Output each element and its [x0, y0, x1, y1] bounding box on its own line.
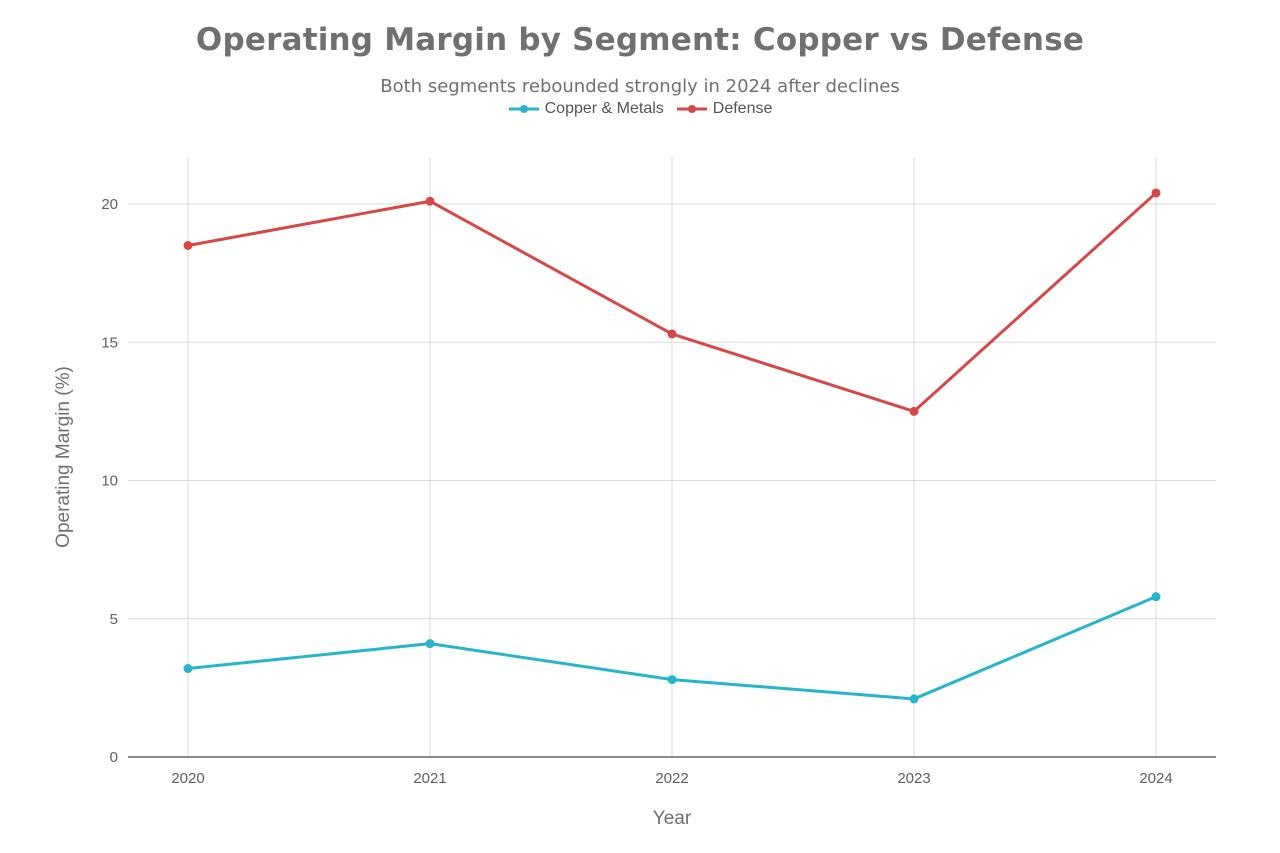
legend-swatch-copper-icon [508, 105, 539, 113]
y-tick-label: 20 [101, 196, 118, 213]
data-point-copper[interactable] [1151, 592, 1161, 602]
data-point-defense[interactable] [667, 329, 677, 339]
data-point-defense[interactable] [183, 240, 193, 250]
legend: Copper & Metals Defense [0, 100, 1280, 118]
data-point-defense[interactable] [909, 406, 919, 416]
legend-swatch-defense-icon [676, 105, 707, 113]
legend-label-defense: Defense [712, 100, 773, 117]
y-axis-title: Operating Margin (%) [53, 366, 74, 548]
data-point-defense[interactable] [425, 196, 435, 206]
grid [128, 157, 1216, 757]
y-tick-label: 15 [101, 334, 118, 351]
labels: 2020 2021 2022 2023 2024 0 5 10 15 20 Year Operatin… [53, 196, 1173, 829]
x-tick-label: 2021 [413, 770, 446, 787]
x-tick-label: 2020 [171, 770, 204, 787]
x-tick-label: 2023 [897, 770, 930, 787]
x-tick-label: 2024 [1139, 770, 1172, 787]
data-point-defense[interactable] [1151, 188, 1161, 198]
data-point-copper[interactable] [425, 639, 435, 649]
chart-subtitle: Both segments rebounded strongly in 2024… [380, 76, 900, 97]
legend-item-copper[interactable]: Copper & Metals [508, 100, 664, 118]
legend-label-copper: Copper & Metals [544, 100, 664, 117]
x-tick-label: 2022 [655, 770, 688, 787]
series [183, 188, 1161, 704]
data-point-copper[interactable] [909, 694, 919, 704]
y-tick-label: 0 [110, 749, 118, 766]
data-point-copper[interactable] [667, 675, 677, 685]
data-point-copper[interactable] [183, 664, 193, 674]
y-tick-label: 5 [110, 611, 118, 628]
legend-item-defense[interactable]: Defense [676, 100, 773, 118]
chart-title: Operating Margin by Segment: Copper vs D… [195, 22, 1085, 58]
x-axis-title: Year [653, 808, 692, 829]
y-tick-label: 10 [101, 473, 118, 490]
